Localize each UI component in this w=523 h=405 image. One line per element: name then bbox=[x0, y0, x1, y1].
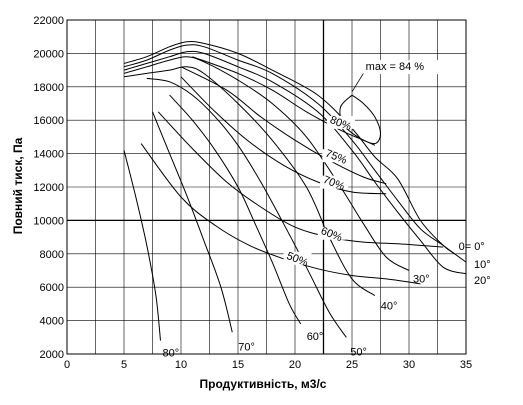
x-tick-label: 15 bbox=[232, 359, 244, 371]
efficiency-label-bg bbox=[283, 251, 312, 265]
x-tick-label: 10 bbox=[175, 359, 187, 371]
y-tick-label: 10000 bbox=[33, 215, 64, 227]
blade-angle-label: 10° bbox=[474, 259, 491, 271]
y-tick-label: 4000 bbox=[40, 316, 64, 328]
blade-angle-curve bbox=[169, 94, 302, 325]
blade-angle-label: 0= 0° bbox=[459, 241, 485, 253]
y-tick-label: 8000 bbox=[40, 249, 64, 261]
y-tick-label: 16000 bbox=[33, 115, 64, 127]
grid bbox=[66, 19, 467, 355]
efficiency-label-bg bbox=[322, 149, 351, 163]
efficiency-curve bbox=[140, 143, 421, 285]
y-tick-label: 18000 bbox=[33, 82, 64, 94]
max-efficiency-label: max = 84 % bbox=[366, 61, 425, 73]
y-tick-label: 6000 bbox=[40, 282, 64, 294]
max-label-bg bbox=[363, 60, 444, 75]
blade-angle-curve bbox=[123, 56, 410, 271]
blade-angle-curve bbox=[123, 50, 467, 275]
axes: 0 5 10 15 20 25 30 35 22000 20000 18000 16000 14000 1… bbox=[33, 15, 472, 371]
efficiency-label-bg bbox=[326, 115, 355, 129]
max-efficiency-contour bbox=[339, 94, 382, 145]
curve-labels: 0= 0°10°20°30°40°50°60°70°80°80%75%70%60… bbox=[162, 60, 491, 360]
x-tick-label: 5 bbox=[121, 359, 127, 371]
blade-angle-curve bbox=[146, 77, 347, 338]
blade-angle-label: 20° bbox=[474, 275, 491, 287]
efficiency-curve bbox=[180, 66, 387, 185]
efficiency-label-bg bbox=[317, 226, 346, 240]
x-tick-label: 35 bbox=[460, 359, 472, 371]
blade-angle-label: 70° bbox=[238, 341, 255, 353]
y-tick-label: 22000 bbox=[33, 15, 64, 27]
y-tick-label: 14000 bbox=[33, 149, 64, 161]
y-tick-label: 2000 bbox=[40, 349, 64, 361]
blade-angle-curve bbox=[123, 150, 161, 341]
blade-angle-label: 60° bbox=[307, 331, 324, 343]
blade-angle-curve bbox=[123, 66, 376, 297]
x-tick-label: 0 bbox=[64, 359, 70, 371]
blade-angle-label: 40° bbox=[381, 301, 398, 313]
y-tick-label: 20000 bbox=[33, 48, 64, 60]
blade-angle-label: 50° bbox=[350, 346, 367, 358]
efficiency-curve bbox=[157, 111, 444, 248]
curves bbox=[123, 40, 467, 341]
blade-angle-label: 30° bbox=[413, 274, 430, 286]
plot-frame bbox=[66, 19, 467, 355]
max-leader-line bbox=[351, 73, 364, 93]
y-tick-label: 12000 bbox=[33, 182, 64, 194]
efficiency-curve bbox=[180, 76, 387, 195]
y-axis-title: Повний тиск, Па bbox=[11, 137, 25, 234]
blade-angle-curve bbox=[123, 44, 467, 263]
x-tick-label: 30 bbox=[403, 359, 415, 371]
x-axis-title: Продуктивність, м3/с bbox=[200, 377, 327, 391]
x-tick-label: 25 bbox=[346, 359, 358, 371]
efficiency-label-bg bbox=[320, 175, 349, 189]
blade-angle-curve bbox=[152, 111, 233, 333]
x-tick-label: 20 bbox=[289, 359, 301, 371]
blade-angle-curve bbox=[123, 40, 455, 255]
